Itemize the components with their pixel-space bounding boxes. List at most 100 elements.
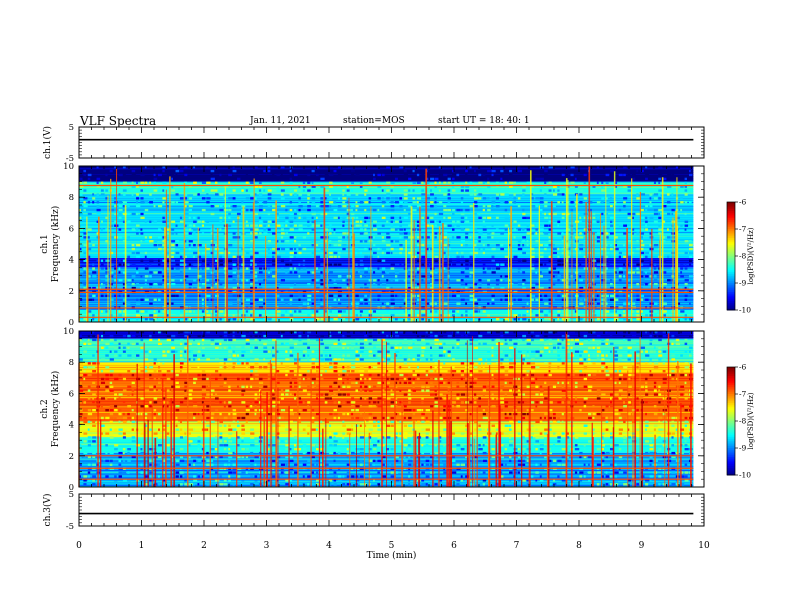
noise-cell <box>285 428 290 431</box>
noise-cell <box>368 342 372 346</box>
noise-cell <box>346 331 350 334</box>
noise-cell <box>219 294 223 298</box>
noise-cell <box>311 240 314 243</box>
noise-cell <box>412 331 416 334</box>
noise-cell <box>333 342 338 346</box>
noise-cell <box>267 471 271 474</box>
noise-cell <box>513 314 518 317</box>
noise-cell <box>241 416 246 420</box>
noise-cell <box>557 220 561 223</box>
noise-cell <box>509 173 513 177</box>
noise-cell <box>118 463 122 466</box>
noise-cell <box>539 208 543 212</box>
noise-cell <box>430 455 434 459</box>
noise-cell <box>531 298 535 301</box>
noise-cell <box>513 181 517 184</box>
noise-cell <box>478 240 481 243</box>
noise-cell <box>605 310 609 313</box>
noise-cell <box>136 377 141 381</box>
noise-cell <box>342 197 347 200</box>
noise-cell <box>201 334 205 338</box>
noise-cell <box>658 197 662 200</box>
noise-cell <box>377 350 382 353</box>
noise-cell <box>136 354 140 357</box>
noise-cell <box>408 397 412 400</box>
noise-cell <box>105 346 109 349</box>
noise-cell <box>298 420 302 424</box>
noise-cell <box>373 479 375 482</box>
noise-cell <box>482 205 486 208</box>
noise-cell <box>377 208 380 212</box>
noise-cell <box>114 205 117 208</box>
noise-cell <box>289 236 294 239</box>
noise-cell <box>201 385 206 388</box>
noise-cell <box>179 216 183 220</box>
noise-cell <box>469 181 473 184</box>
noise-cell <box>175 251 180 255</box>
noise-cell <box>193 232 196 235</box>
noise-cell <box>438 346 444 349</box>
noise-cell <box>408 358 411 361</box>
noise-cell <box>92 451 96 455</box>
noise-cell <box>557 263 562 266</box>
noise-cell <box>193 220 197 223</box>
noise-cell <box>92 314 95 317</box>
noise-cell <box>302 373 307 377</box>
noise-cell <box>228 267 233 270</box>
noise-cell <box>346 385 351 388</box>
noise-cell <box>197 455 202 459</box>
noise-cell <box>667 228 669 231</box>
noise-cell <box>478 440 482 443</box>
noise-cell <box>346 212 350 216</box>
noise-cell <box>456 483 460 486</box>
noise-cell <box>491 350 494 353</box>
noise-cell <box>83 173 87 177</box>
noise-cell <box>184 389 187 392</box>
noise-cell <box>337 251 341 255</box>
noise-cell <box>364 216 369 220</box>
noise-cell <box>280 205 286 208</box>
noise-cell <box>228 173 232 177</box>
noise-cell <box>658 193 661 196</box>
noise-cell <box>482 409 485 412</box>
noise-cell <box>118 185 121 188</box>
noise-cell <box>171 228 175 231</box>
noise-cell <box>640 247 644 251</box>
noise-cell <box>175 463 180 466</box>
noise-cell <box>346 232 350 235</box>
noise-cell <box>232 463 236 466</box>
noise-cell <box>228 405 232 408</box>
noise-cell <box>495 197 499 200</box>
noise-cell <box>473 166 477 169</box>
noise-cell <box>421 263 425 266</box>
noise-cell <box>671 173 675 177</box>
noise-cell <box>254 298 259 301</box>
noise-cell <box>373 208 377 212</box>
noise-cell <box>267 362 271 365</box>
noise-cell <box>684 251 688 255</box>
noise-cell <box>609 220 613 223</box>
noise-cell <box>399 342 402 346</box>
noise-cell <box>315 286 320 290</box>
noise-cell <box>667 201 671 204</box>
noise-cell <box>315 366 320 369</box>
noise-cell <box>517 283 523 286</box>
noise-cell <box>478 424 481 427</box>
noise-cell <box>631 212 636 216</box>
noise-cell <box>408 475 411 478</box>
noise-cell <box>122 189 127 192</box>
noise-cell <box>324 228 329 231</box>
noise-cell <box>294 455 298 459</box>
noise-cell <box>329 279 332 282</box>
noise-cell <box>500 451 505 455</box>
noise-cell <box>596 232 601 235</box>
noise-cell <box>215 251 219 255</box>
noise-cell <box>513 193 516 196</box>
noise-cell <box>430 334 434 338</box>
noise-cell <box>197 228 201 231</box>
noise-cell <box>329 346 331 349</box>
noise-cell <box>162 389 167 392</box>
noise-cell <box>623 294 626 298</box>
noise-cell <box>289 177 292 181</box>
noise-cell <box>460 314 464 317</box>
